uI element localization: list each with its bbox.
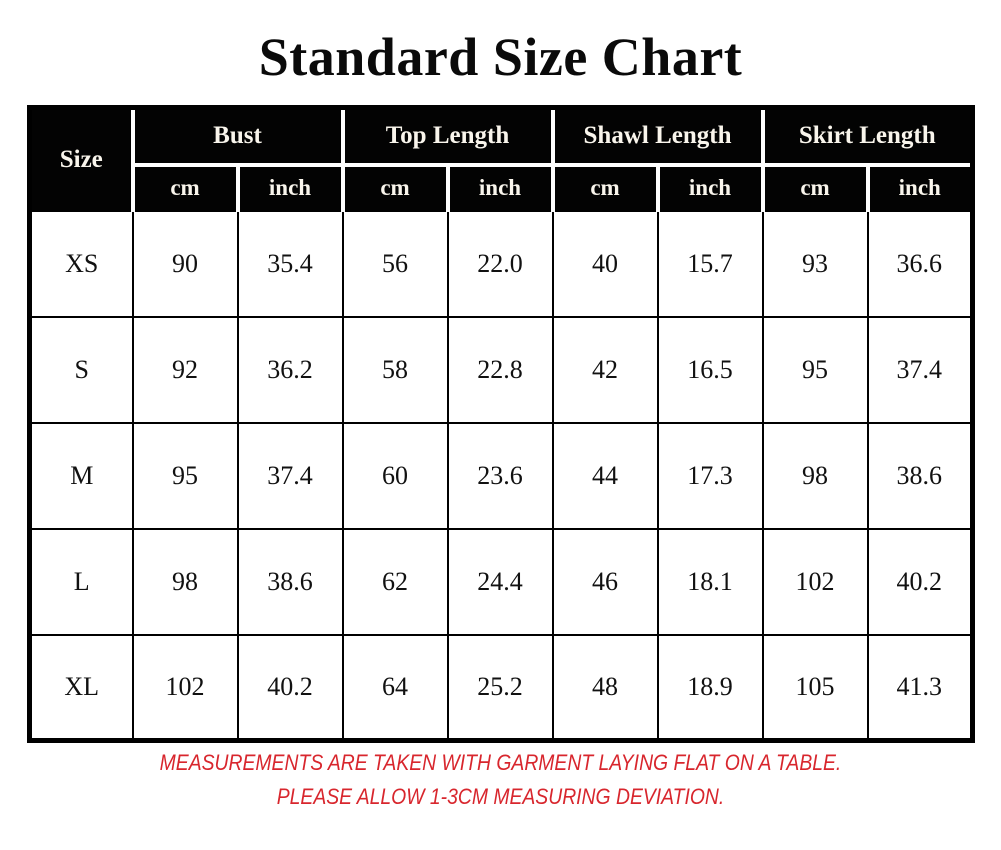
top-length-cm-header: cm xyxy=(340,162,450,212)
table-row-xl: XL 102 40.2 64 25.2 48 18.9 105 41.3 xyxy=(28,633,974,742)
table-body: XS 90 35.4 56 22.0 40 15.7 93 36.6 S 92 … xyxy=(28,209,974,742)
value-cell: 24.4 xyxy=(446,527,554,636)
value-cell: 38.6 xyxy=(236,527,344,636)
shawl-length-cm-header: cm xyxy=(550,162,660,212)
value-cell: 35.4 xyxy=(236,209,344,318)
table-header: Size Bust Top Length Shawl Length Skirt … xyxy=(27,105,975,212)
size-column-header: Size xyxy=(27,105,135,212)
top-length-inch-header: inch xyxy=(445,162,555,212)
value-cell: 64 xyxy=(341,633,449,742)
value-cell: 95 xyxy=(761,315,869,424)
value-cell: 62 xyxy=(341,527,449,636)
value-cell: 37.4 xyxy=(236,421,344,530)
bust-cm-header: cm xyxy=(130,162,240,212)
value-cell: 23.6 xyxy=(446,421,554,530)
note-line-1: MEASUREMENTS ARE TAKEN WITH GARMENT LAYI… xyxy=(159,750,842,775)
value-cell: 22.8 xyxy=(446,315,554,424)
value-cell: 36.6 xyxy=(866,209,974,318)
shawl-length-group-header: Shawl Length xyxy=(550,105,765,167)
value-cell: 15.7 xyxy=(656,209,764,318)
value-cell: 42 xyxy=(551,315,659,424)
value-cell: 90 xyxy=(131,209,239,318)
page-title: Standard Size Chart xyxy=(258,27,743,87)
value-cell: 22.0 xyxy=(446,209,554,318)
size-cell: XL xyxy=(28,633,134,742)
note-line-2: PLEASE ALLOW 1-3CM MEASURING DEVIATION. xyxy=(276,784,725,809)
table-row-l: L 98 38.6 62 24.4 46 18.1 102 40.2 xyxy=(28,527,974,636)
shawl-length-inch-header: inch xyxy=(655,162,765,212)
size-cell: S xyxy=(28,315,134,424)
value-cell: 95 xyxy=(131,421,239,530)
value-cell: 17.3 xyxy=(656,421,764,530)
value-cell: 38.6 xyxy=(866,421,974,530)
value-cell: 16.5 xyxy=(656,315,764,424)
value-cell: 18.1 xyxy=(656,527,764,636)
value-cell: 37.4 xyxy=(866,315,974,424)
size-cell: XS xyxy=(28,209,134,318)
value-cell: 102 xyxy=(131,633,239,742)
value-cell: 92 xyxy=(131,315,239,424)
bust-group-header: Bust xyxy=(130,105,345,167)
measurement-note: MEASUREMENTS ARE TAKEN WITH GARMENT LAYI… xyxy=(0,752,1001,820)
size-chart-table: Size Bust Top Length Shawl Length Skirt … xyxy=(27,105,975,743)
value-cell: 36.2 xyxy=(236,315,344,424)
value-cell: 40 xyxy=(551,209,659,318)
skirt-length-cm-header: cm xyxy=(760,162,870,212)
skirt-length-inch-header: inch xyxy=(865,162,975,212)
header-group-row: Size Bust Top Length Shawl Length Skirt … xyxy=(27,105,975,212)
bust-inch-header: inch xyxy=(235,162,345,212)
top-length-group-header: Top Length xyxy=(340,105,555,167)
value-cell: 40.2 xyxy=(866,527,974,636)
value-cell: 105 xyxy=(761,633,869,742)
skirt-length-group-header: Skirt Length xyxy=(760,105,975,167)
table-row-m: M 95 37.4 60 23.6 44 17.3 98 38.6 xyxy=(28,421,974,530)
size-cell: L xyxy=(28,527,134,636)
value-cell: 18.9 xyxy=(656,633,764,742)
table-row-s: S 92 36.2 58 22.8 42 16.5 95 37.4 xyxy=(28,315,974,424)
value-cell: 102 xyxy=(761,527,869,636)
value-cell: 93 xyxy=(761,209,869,318)
value-cell: 25.2 xyxy=(446,633,554,742)
value-cell: 98 xyxy=(131,527,239,636)
value-cell: 98 xyxy=(761,421,869,530)
value-cell: 46 xyxy=(551,527,659,636)
value-cell: 56 xyxy=(341,209,449,318)
size-cell: M xyxy=(28,421,134,530)
value-cell: 41.3 xyxy=(866,633,974,742)
value-cell: 40.2 xyxy=(236,633,344,742)
header-unit-row: cm inch cm inch cm inch cm inch xyxy=(30,162,975,212)
table-row-xs: XS 90 35.4 56 22.0 40 15.7 93 36.6 xyxy=(28,209,974,318)
value-cell: 58 xyxy=(341,315,449,424)
value-cell: 60 xyxy=(341,421,449,530)
value-cell: 44 xyxy=(551,421,659,530)
value-cell: 48 xyxy=(551,633,659,742)
